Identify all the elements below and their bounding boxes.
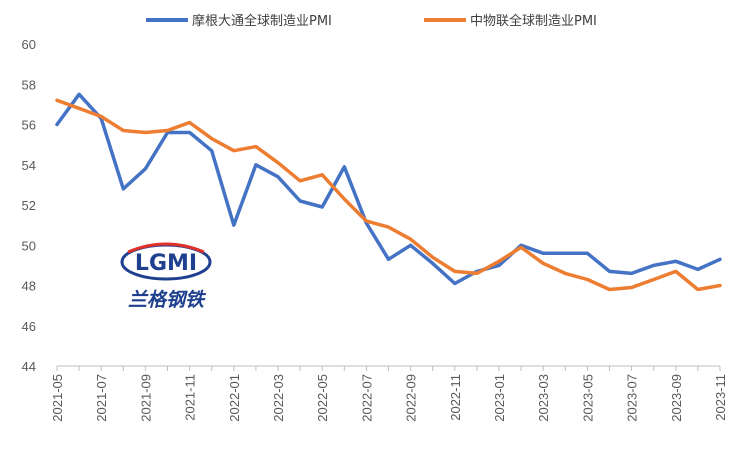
x-axis: 2021-05 2021-07 2021-09 2021-11 2022-01 2022-…	[50, 365, 728, 422]
x-tick-label: 2022-09	[404, 374, 419, 422]
data-point-s1	[542, 262, 544, 264]
lgmi-logo: LGMI 兰格钢铁	[118, 240, 214, 320]
data-point-s0	[410, 244, 412, 246]
data-point-s0	[233, 224, 235, 226]
data-point-s0	[211, 150, 213, 152]
data-point-s1	[586, 279, 588, 280]
data-point-s0	[343, 166, 345, 168]
x-tick-label: 2023-01	[492, 374, 507, 422]
x-tick-label: 2022-05	[315, 374, 330, 422]
y-axis: 44 46 48 50 52 54 56 58 60	[22, 37, 36, 374]
data-point-s1	[520, 246, 522, 248]
data-point-s0	[255, 164, 257, 166]
data-point-s0	[299, 200, 301, 202]
data-point-s0	[520, 244, 522, 246]
legend-label-jpm: 摩根大通全球制造业PMI	[192, 13, 332, 29]
data-point-s0	[542, 252, 544, 254]
x-tick-label: 2021-05	[50, 374, 65, 422]
data-point-s1	[675, 270, 677, 272]
data-point-s1	[343, 198, 345, 200]
x-tick-label: 2023-09	[669, 374, 684, 422]
x-tick-label: 2023-05	[580, 374, 595, 422]
logo-letters: LGMI	[135, 251, 197, 276]
data-point-s1	[365, 220, 367, 222]
data-point-s0	[277, 176, 279, 178]
data-point-s1	[56, 99, 58, 101]
data-point-s1	[277, 162, 279, 164]
data-point-s1	[122, 130, 124, 131]
x-tick-label: 2023-07	[625, 374, 640, 422]
data-point-s0	[388, 258, 389, 260]
data-point-s0	[675, 260, 677, 262]
data-point-s0	[697, 268, 699, 270]
data-point-s0	[432, 262, 434, 264]
data-point-s0	[144, 168, 146, 170]
data-point-s0	[631, 272, 633, 274]
y-tick-label: 52	[22, 198, 36, 213]
data-point-s1	[299, 180, 301, 182]
data-point-s0	[564, 252, 566, 254]
y-tick-label: 44	[22, 359, 36, 374]
data-point-s1	[233, 150, 235, 152]
logo-chinese-name: 兰格钢铁	[128, 289, 207, 311]
logo-red-arc	[127, 242, 205, 254]
data-point-s0	[321, 206, 323, 208]
legend-label-cflp: 中物联全球制造业PMI	[470, 13, 597, 29]
data-point-s1	[78, 107, 80, 109]
y-tick-label: 50	[22, 238, 36, 253]
data-point-s0	[56, 124, 58, 125]
data-point-s0	[609, 270, 610, 272]
data-point-s0	[189, 132, 191, 133]
x-tick-label: 2021-11	[183, 374, 198, 421]
x-tick-label: 2021-09	[138, 374, 153, 422]
x-tick-label: 2023-11	[713, 374, 728, 421]
x-tick-label: 2022-03	[271, 374, 286, 422]
x-tick-label: 2022-07	[359, 374, 374, 422]
data-point-s0	[498, 264, 500, 266]
data-point-s1	[697, 289, 699, 290]
data-point-s1	[432, 256, 434, 258]
data-point-s1	[189, 122, 191, 123]
data-point-s1	[631, 287, 633, 288]
data-point-s1	[211, 138, 213, 140]
data-point-s1	[498, 260, 500, 262]
data-point-s0	[653, 264, 655, 266]
y-tick-label: 58	[22, 77, 36, 92]
data-point-s0	[78, 93, 80, 95]
data-point-s1	[719, 285, 721, 286]
data-point-s1	[454, 270, 456, 272]
data-point-s1	[476, 272, 478, 274]
data-point-s1	[167, 130, 168, 131]
x-tick-label: 2021-07	[94, 374, 109, 422]
y-tick-label: 48	[22, 279, 36, 294]
data-point-s0	[719, 258, 721, 260]
series-layer	[55, 92, 722, 292]
data-point-s0	[454, 283, 456, 284]
data-point-s0	[586, 252, 588, 254]
data-point-s0	[122, 188, 124, 190]
y-tick-label: 54	[22, 158, 36, 173]
data-point-s1	[255, 146, 257, 148]
chart-legend: 摩根大通全球制造业PMI 中物联全球制造业PMI	[146, 13, 597, 29]
data-point-s1	[653, 279, 655, 280]
x-tick-label: 2022-11	[448, 374, 463, 421]
y-tick-label: 56	[22, 118, 36, 133]
x-tick-label: 2023-03	[536, 374, 551, 422]
y-tick-label: 60	[22, 37, 36, 52]
data-point-s1	[410, 238, 412, 240]
data-point-s1	[388, 226, 389, 228]
y-tick-label: 46	[22, 319, 36, 334]
data-point-s1	[144, 132, 146, 133]
data-point-s1	[564, 272, 566, 274]
data-point-s1	[100, 116, 102, 117]
data-point-s1	[321, 174, 323, 176]
x-tick-label: 2022-01	[227, 374, 242, 422]
data-point-s1	[609, 289, 610, 290]
